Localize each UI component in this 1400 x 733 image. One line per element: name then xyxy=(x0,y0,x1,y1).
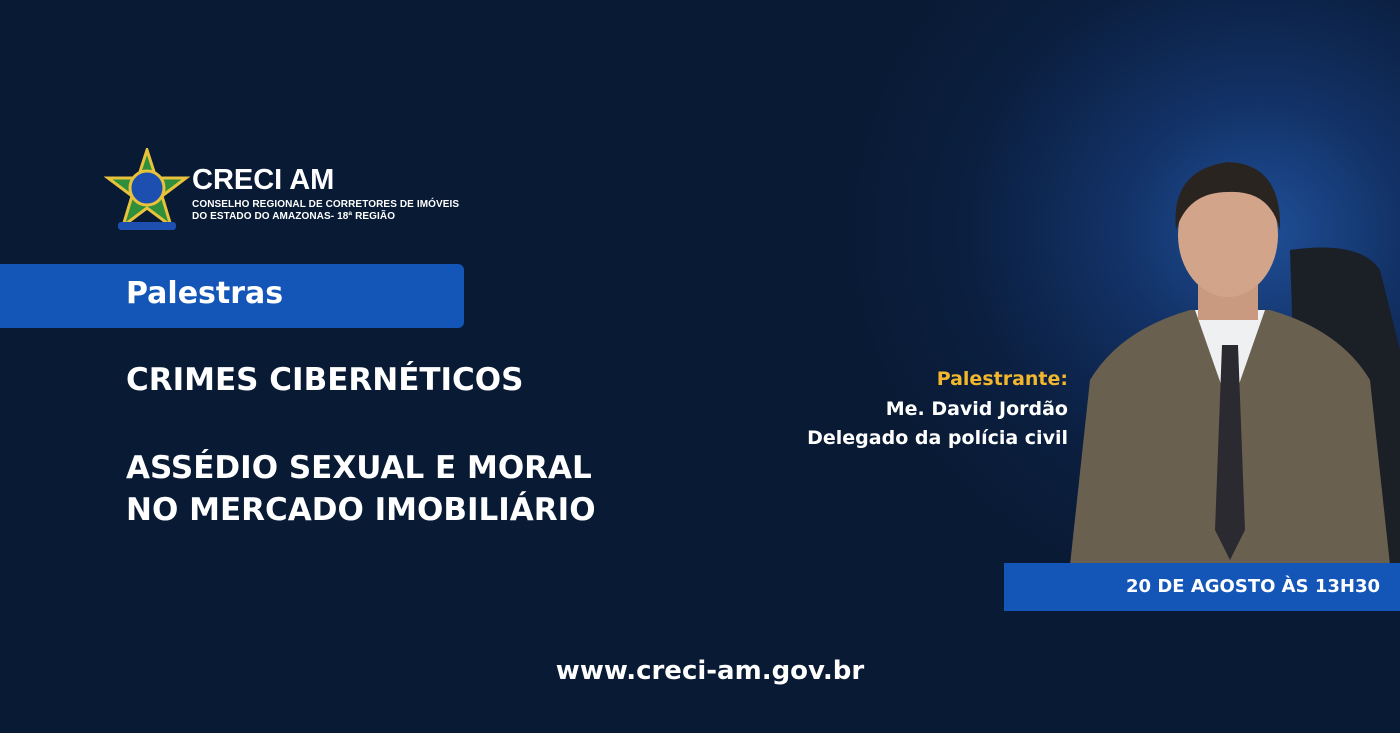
logo-subtitle: CONSELHO REGIONAL DE CORRETORES DE IMÓVE… xyxy=(192,199,460,210)
topic: NO MERCADO IMOBILIÁRIO xyxy=(126,492,596,528)
tag-box: Palestras xyxy=(0,264,464,328)
topic: CRIMES CIBERNÉTICOS xyxy=(126,362,524,398)
coat-of-arms xyxy=(104,148,190,230)
logo-subtitle: DO ESTADO DO AMAZONAS- 18ª REGIÃO xyxy=(192,211,396,222)
speaker-photo xyxy=(1070,162,1400,565)
logo-title: CRECI AM xyxy=(192,164,335,196)
website: www.creci-am.gov.br xyxy=(555,656,865,686)
speaker-label: Palestrante: xyxy=(936,368,1068,390)
speaker-name: Me. David Jordão xyxy=(885,398,1068,420)
date-box: 20 DE AGOSTO ÀS 13H30 xyxy=(1004,563,1400,611)
speaker-role: Delegado da polícia civil xyxy=(807,427,1068,449)
topic: ASSÉDIO SEXUAL E MORAL xyxy=(126,450,592,486)
tag-label: Palestras xyxy=(126,276,284,311)
date-label: 20 DE AGOSTO ÀS 13H30 xyxy=(1126,576,1380,597)
